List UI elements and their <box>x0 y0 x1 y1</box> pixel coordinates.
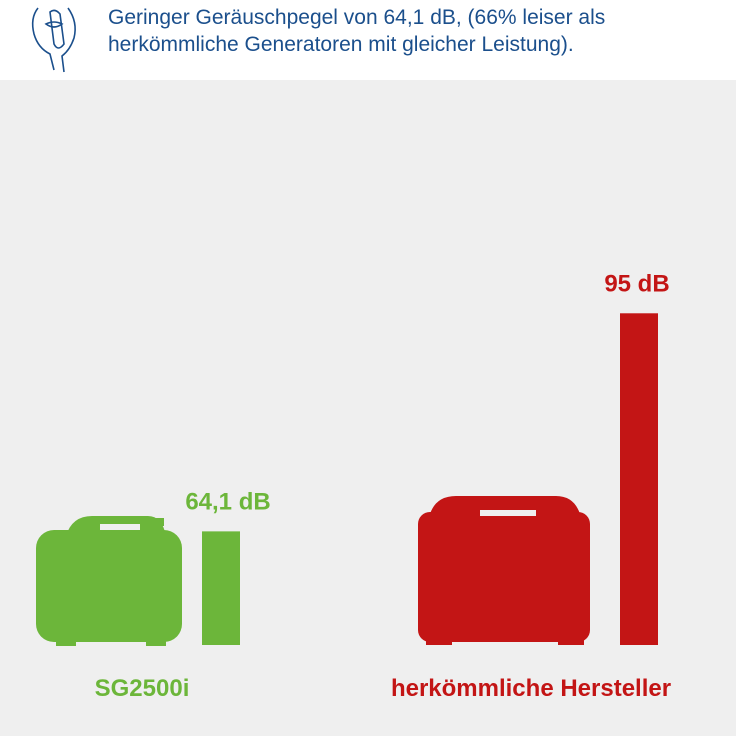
header: Geringer Geräuschpegel von 64,1 dB, (66%… <box>0 0 736 80</box>
generator-red <box>418 496 590 645</box>
category-label: herkömmliche Hersteller <box>391 675 671 702</box>
value-label: 64,1 dB <box>185 488 270 515</box>
handle-gap <box>100 524 140 530</box>
silence-icon <box>31 7 76 73</box>
handle-gap <box>480 510 536 516</box>
title: Geringer Geräuschpegel von 64,1 dB, (66%… <box>108 6 606 56</box>
bar <box>620 313 658 645</box>
category-label: SG2500i <box>95 675 190 702</box>
generator-green <box>36 516 182 646</box>
bar <box>202 531 240 645</box>
value-label: 95 dB <box>604 270 669 297</box>
